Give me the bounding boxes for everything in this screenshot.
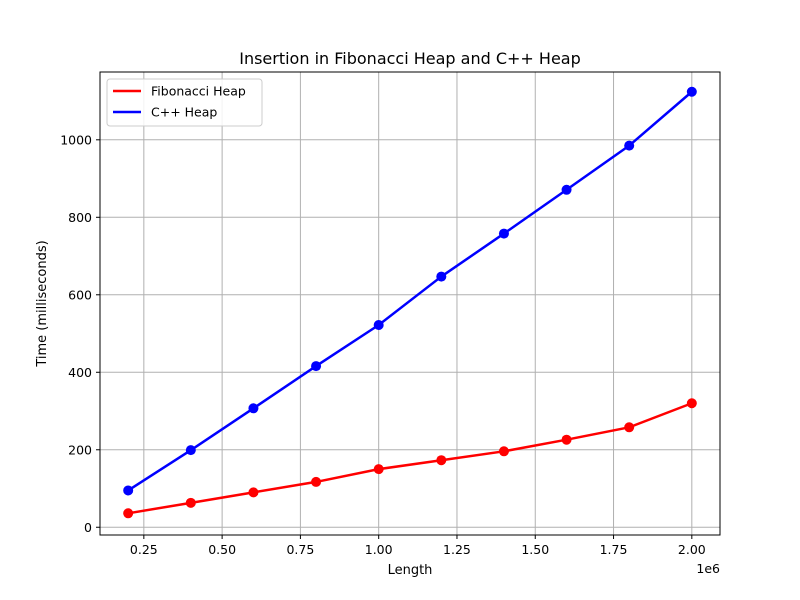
series-layer <box>123 86 697 519</box>
x-axis-offset-label: 1e6 <box>696 561 720 576</box>
legend-box <box>106 78 263 127</box>
chart-title: Insertion in Fibonacci Heap and C++ Heap <box>239 49 581 68</box>
plot-frame <box>99 71 721 536</box>
data-point-c-heap <box>436 271 447 282</box>
y-tick-label: 600 <box>68 287 92 302</box>
y-tick-label: 400 <box>68 365 92 380</box>
x-tick-label: 1.50 <box>521 542 549 557</box>
x-tick-label: 1.75 <box>600 542 628 557</box>
legend: Fibonacci Heap C++ Heap <box>106 78 263 127</box>
x-tick-label: 2.00 <box>678 542 706 557</box>
data-point-fibonacci-heap <box>123 508 134 519</box>
data-point-c-heap <box>248 403 259 414</box>
data-point-fibonacci-heap <box>311 476 322 487</box>
data-point-fibonacci-heap <box>686 398 697 409</box>
x-tick-label: 1.25 <box>443 542 471 557</box>
data-point-c-heap <box>311 361 322 372</box>
data-point-fibonacci-heap <box>436 455 447 466</box>
series-line-c-heap <box>127 90 693 492</box>
data-point-c-heap <box>686 86 697 97</box>
x-axis-title: Length <box>388 563 433 578</box>
data-point-fibonacci-heap <box>373 464 384 475</box>
data-point-c-heap <box>498 228 509 239</box>
x-tick-label: 0.50 <box>208 542 236 557</box>
data-point-fibonacci-heap <box>185 497 196 508</box>
data-point-c-heap <box>373 320 384 331</box>
y-tick-label: 200 <box>68 442 92 457</box>
y-tick-label: 800 <box>68 210 92 225</box>
legend-label-fibonacci-heap: Fibonacci Heap <box>151 84 246 99</box>
y-tick-label: 1000 <box>60 132 92 147</box>
data-point-fibonacci-heap <box>248 487 259 498</box>
data-point-c-heap <box>123 485 134 496</box>
x-tick-label: 0.75 <box>286 542 314 557</box>
series-line-fibonacci-heap <box>127 402 693 515</box>
y-axis-title: Time (milliseconds) <box>35 240 50 367</box>
data-point-fibonacci-heap <box>561 434 572 445</box>
data-point-fibonacci-heap <box>624 422 635 433</box>
x-tick-label: 1.00 <box>365 542 393 557</box>
legend-label-c-heap: C++ Heap <box>151 105 217 120</box>
x-tick-label: 0.25 <box>130 542 158 557</box>
data-point-c-heap <box>624 140 635 151</box>
data-point-fibonacci-heap <box>498 446 509 457</box>
y-tick-label: 0 <box>84 520 92 535</box>
axes: 0.25 0.50 0.75 1.00 1.25 1.50 1.75 2.00 0 200 400 6… <box>60 132 706 557</box>
data-point-c-heap <box>185 445 196 456</box>
data-point-c-heap <box>561 184 572 195</box>
grid <box>100 72 720 535</box>
